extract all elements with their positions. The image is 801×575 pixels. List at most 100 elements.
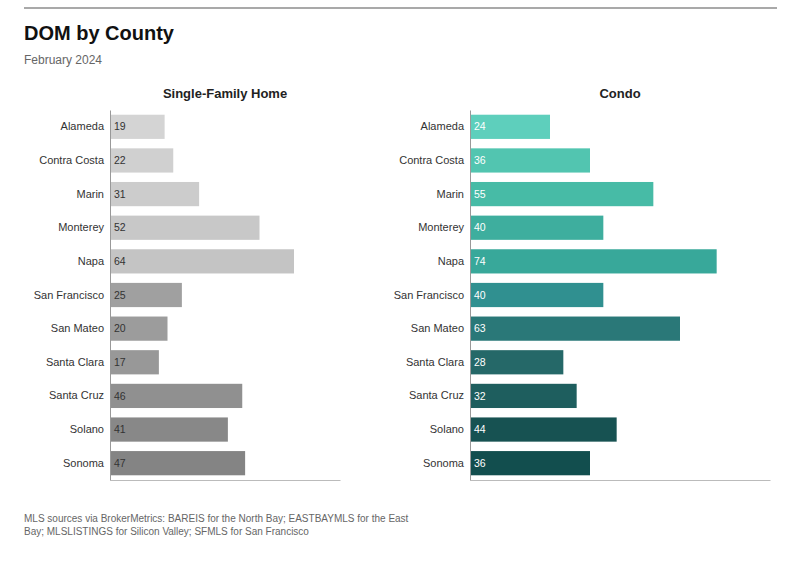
y-tick-label: San Francisco bbox=[394, 289, 464, 301]
data-label: 36 bbox=[474, 457, 486, 469]
y-tick: Alameda bbox=[421, 120, 470, 132]
data-label: 40 bbox=[474, 289, 486, 301]
y-tick-label: San Mateo bbox=[51, 322, 104, 334]
x-axis-line bbox=[471, 480, 771, 481]
data-label: 19 bbox=[114, 120, 126, 132]
y-tick: Monterey bbox=[58, 221, 110, 233]
bar bbox=[110, 451, 245, 475]
y-tick: Contra Costa bbox=[399, 154, 470, 166]
y-axis-line bbox=[470, 111, 471, 481]
y-axis: Alameda Contra Costa Marin Monterey Napa San … bbox=[394, 111, 471, 481]
data-label: 40 bbox=[474, 221, 486, 233]
data-label: 17 bbox=[114, 356, 126, 368]
y-tick: Alameda bbox=[61, 120, 110, 132]
data-label: 52 bbox=[114, 221, 126, 233]
data-label: 44 bbox=[474, 423, 486, 435]
y-tick-label: San Francisco bbox=[34, 289, 104, 301]
chart-root: DOM by County February 2024 Single-Family … bbox=[0, 0, 801, 575]
bar bbox=[110, 249, 294, 273]
y-axis-line bbox=[110, 111, 111, 481]
bar bbox=[110, 216, 260, 240]
y-tick: Napa bbox=[438, 255, 470, 267]
bar bbox=[470, 384, 577, 408]
footnote-line: MLS sources via BrokerMetrics: BAREIS fo… bbox=[24, 513, 409, 524]
y-tick-label: Santa Cruz bbox=[409, 389, 464, 401]
data-label: 25 bbox=[114, 289, 126, 301]
x-axis bbox=[111, 480, 341, 481]
bar bbox=[470, 216, 603, 240]
y-tick: Napa bbox=[78, 255, 110, 267]
y-tick: Solano bbox=[70, 423, 110, 435]
panel: Single-Family Home Alameda Contra Costa Mar… bbox=[34, 86, 341, 481]
y-tick: Contra Costa bbox=[39, 154, 110, 166]
bar bbox=[470, 417, 617, 441]
footnote: MLS sources via BrokerMetrics: BAREIS fo… bbox=[24, 513, 409, 537]
data-label: 20 bbox=[114, 322, 126, 334]
y-tick: San Mateo bbox=[51, 322, 110, 334]
bar bbox=[110, 115, 165, 139]
y-tick-label: Santa Clara bbox=[406, 356, 465, 368]
bar bbox=[470, 451, 590, 475]
y-tick-label: Sonoma bbox=[63, 457, 105, 469]
y-tick: Solano bbox=[430, 423, 470, 435]
y-tick: Santa Clara bbox=[406, 356, 470, 368]
y-tick-label: Solano bbox=[70, 423, 104, 435]
bar bbox=[110, 350, 159, 374]
subtitle: February 2024 bbox=[24, 53, 102, 67]
data-label: 22 bbox=[114, 154, 126, 166]
bars bbox=[110, 115, 294, 476]
panel-title: Single-Family Home bbox=[163, 86, 287, 101]
y-tick-label: Monterey bbox=[58, 221, 104, 233]
bar bbox=[110, 283, 182, 307]
y-tick-label: Marin bbox=[76, 188, 104, 200]
data-label: 63 bbox=[474, 322, 486, 334]
y-tick: San Francisco bbox=[394, 289, 470, 301]
y-tick-label: Monterey bbox=[418, 221, 464, 233]
y-tick-label: Alameda bbox=[61, 120, 105, 132]
title: DOM by County bbox=[24, 22, 175, 44]
y-tick-label: Marin bbox=[436, 188, 464, 200]
data-label: 31 bbox=[114, 188, 126, 200]
data-label: 32 bbox=[474, 390, 486, 402]
y-tick-label: Contra Costa bbox=[399, 154, 465, 166]
y-tick: Sonoma bbox=[423, 457, 470, 469]
y-tick: Marin bbox=[76, 188, 110, 200]
x-axis-line bbox=[111, 480, 341, 481]
bar bbox=[110, 148, 173, 172]
x-axis bbox=[471, 480, 771, 481]
y-tick-label: Contra Costa bbox=[39, 154, 105, 166]
y-tick-label: Napa bbox=[78, 255, 105, 267]
data-label: 28 bbox=[474, 356, 486, 368]
panel: Condo Alameda Contra Costa Marin Monterey Nap… bbox=[394, 86, 771, 481]
bar bbox=[470, 317, 680, 341]
data-label: 36 bbox=[474, 154, 486, 166]
bar bbox=[470, 182, 653, 206]
bar bbox=[470, 350, 563, 374]
bar bbox=[470, 115, 550, 139]
y-axis: Alameda Contra Costa Marin Monterey Napa San … bbox=[34, 111, 111, 481]
y-tick: Marin bbox=[436, 188, 470, 200]
footnote-line: Bay; MLSLISTINGS for Silicon Valley; SFM… bbox=[24, 526, 309, 537]
bar bbox=[110, 182, 199, 206]
y-tick-label: San Mateo bbox=[411, 322, 464, 334]
y-tick-label: Sonoma bbox=[423, 457, 465, 469]
data-labels: 2436554074406328324436 bbox=[474, 120, 486, 468]
data-label: 41 bbox=[114, 423, 126, 435]
y-tick-label: Santa Clara bbox=[46, 356, 105, 368]
y-tick: Santa Clara bbox=[46, 356, 110, 368]
bar bbox=[470, 249, 717, 273]
bars bbox=[470, 115, 717, 476]
y-tick: San Mateo bbox=[411, 322, 470, 334]
bar bbox=[110, 317, 168, 341]
y-tick: Monterey bbox=[418, 221, 470, 233]
data-labels: 1922315264252017464147 bbox=[114, 120, 126, 468]
data-label: 46 bbox=[114, 390, 126, 402]
data-label: 55 bbox=[474, 188, 486, 200]
bar bbox=[110, 384, 242, 408]
top-rule bbox=[24, 7, 777, 8]
y-tick: Sonoma bbox=[63, 457, 110, 469]
panel-title: Condo bbox=[599, 86, 640, 101]
bar bbox=[470, 283, 603, 307]
y-tick: Santa Cruz bbox=[409, 389, 470, 401]
data-label: 24 bbox=[474, 120, 486, 132]
